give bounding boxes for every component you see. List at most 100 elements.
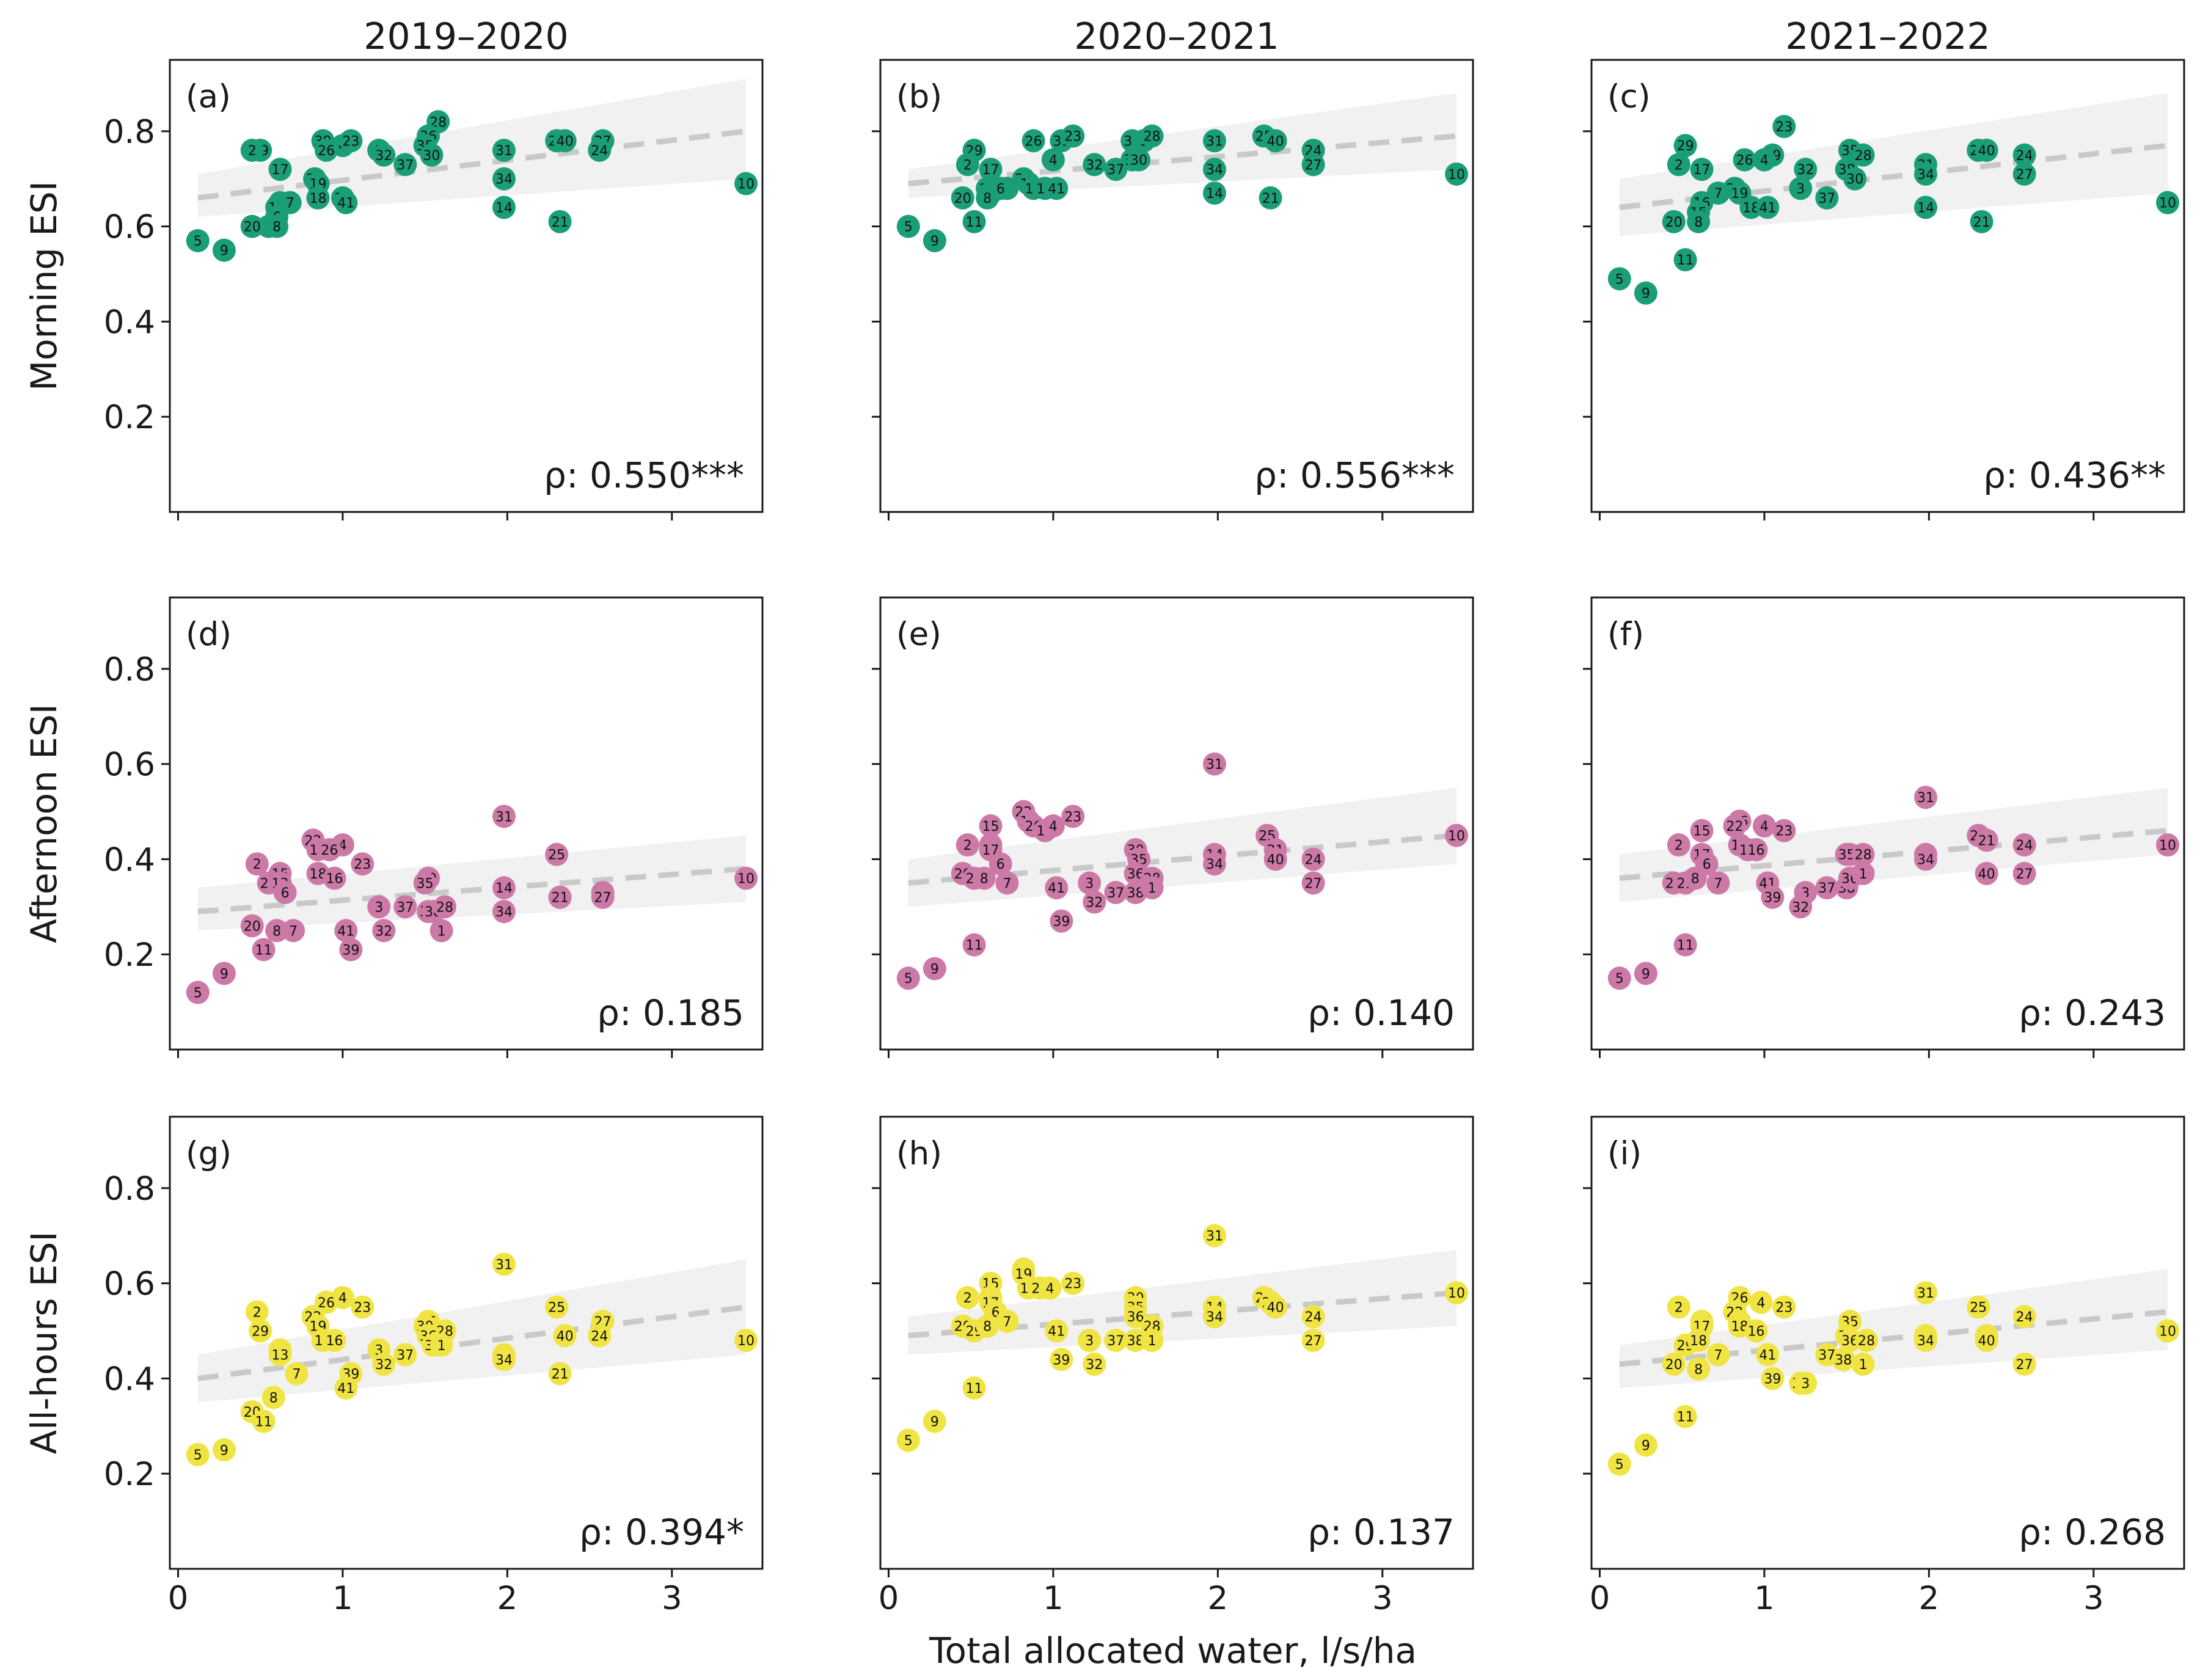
data-point xyxy=(1967,1295,1990,1319)
data-point xyxy=(1851,861,1875,885)
panel-label: (b) xyxy=(896,78,942,115)
data-point xyxy=(1913,195,1937,219)
rho-annotation: ρ: 0.394* xyxy=(579,1511,744,1553)
data-point xyxy=(2012,1353,2036,1376)
point-label: 8 xyxy=(983,191,992,206)
data-point xyxy=(1854,1329,1878,1353)
data-point xyxy=(2012,162,2036,186)
data-point xyxy=(1038,1276,1062,1300)
data-point xyxy=(492,1348,516,1371)
point-label: 25 xyxy=(548,848,565,863)
data-point xyxy=(1975,139,1998,162)
point-label: 16 xyxy=(1747,1324,1764,1340)
point-label: 10 xyxy=(2159,196,2176,211)
point-label: 28 xyxy=(1855,848,1872,863)
data-point xyxy=(1975,861,1998,885)
data-point xyxy=(1662,210,1686,233)
data-point xyxy=(323,866,346,890)
point-label: 10 xyxy=(737,872,755,887)
point-label: 4 xyxy=(338,1291,347,1306)
point-label: 28 xyxy=(1858,1334,1875,1349)
data-point xyxy=(186,981,210,1004)
data-point xyxy=(548,885,572,909)
point-label: 6 xyxy=(996,181,1005,197)
point-label: 27 xyxy=(1305,876,1322,891)
data-point xyxy=(1706,871,1730,895)
x-tick-label: 0 xyxy=(1590,1580,1610,1617)
point-label: 10 xyxy=(1448,828,1465,844)
axes-frame xyxy=(169,59,764,513)
point-label: 2 xyxy=(963,158,972,173)
data-point xyxy=(393,153,417,177)
point-label: 31 xyxy=(495,809,513,825)
panel-label: (d) xyxy=(186,616,232,653)
point-label: 34 xyxy=(1206,1310,1223,1325)
trend-line xyxy=(197,128,747,201)
data-point xyxy=(245,852,269,876)
data-point xyxy=(268,1343,292,1367)
rho-annotation: ρ: 0.185 xyxy=(597,992,744,1034)
data-point xyxy=(1673,1404,1697,1428)
data-point xyxy=(1607,1452,1631,1476)
point-label: 5 xyxy=(1615,1458,1624,1473)
data-point xyxy=(1301,1329,1325,1353)
data-point xyxy=(896,966,920,990)
point-label: 23 xyxy=(1775,824,1793,839)
data-point xyxy=(249,1319,272,1343)
data-point xyxy=(979,158,1003,181)
point-label: 7 xyxy=(1714,1348,1722,1363)
data-point xyxy=(245,1300,269,1324)
data-point xyxy=(1045,876,1069,900)
confidence-band xyxy=(908,787,1457,907)
point-label: 8 xyxy=(269,1391,278,1406)
point-label: 20 xyxy=(244,919,261,934)
point-label: 3 xyxy=(1085,1334,1094,1349)
point-label: 34 xyxy=(1917,1334,1934,1349)
panel: 3122192616423152131730351434252140242762… xyxy=(872,596,1474,1058)
point-label: 26 xyxy=(1025,134,1042,149)
x-tick-label: 0 xyxy=(168,1580,189,1617)
data-point xyxy=(334,1376,358,1400)
point-label: 28 xyxy=(436,900,453,915)
point-label: 8 xyxy=(980,872,989,887)
point-label: 10 xyxy=(1448,1286,1465,1301)
point-label: 21 xyxy=(1978,833,1995,849)
data-point xyxy=(1913,1329,1937,1353)
data-point xyxy=(1634,962,1657,985)
point-label: 37 xyxy=(1107,886,1124,901)
data-point xyxy=(1263,1295,1287,1319)
data-point xyxy=(1301,153,1325,177)
data-point xyxy=(318,838,342,861)
point-label: 11 xyxy=(1677,1410,1694,1425)
point-label: 34 xyxy=(1206,857,1223,872)
point-label: 16 xyxy=(326,1334,343,1349)
panel-label: (c) xyxy=(1607,78,1651,115)
data-point xyxy=(306,186,330,210)
point-label: 27 xyxy=(1305,1334,1322,1349)
x-tick-label: 3 xyxy=(1372,1580,1393,1617)
point-label: 7 xyxy=(1003,876,1011,891)
point-label: 5 xyxy=(1615,971,1624,987)
point-label: 16 xyxy=(1747,843,1764,858)
data-point xyxy=(1083,153,1106,177)
point-label: 1 xyxy=(1148,881,1157,896)
data-point xyxy=(1202,1305,1226,1329)
data-point xyxy=(956,153,979,177)
data-point xyxy=(545,842,569,866)
point-label: 8 xyxy=(272,220,281,235)
point-label: 22 xyxy=(1726,819,1743,835)
x-axis-title: Total allocated water, l/s/ha xyxy=(929,1630,1417,1671)
data-point xyxy=(420,143,444,167)
y-tick-label: 0.8 xyxy=(104,114,155,151)
data-point xyxy=(976,1314,1000,1338)
point-label: 9 xyxy=(220,966,228,982)
point-label: 8 xyxy=(1694,215,1703,230)
y-tick-label: 0.4 xyxy=(104,841,155,878)
data-point xyxy=(979,814,1003,838)
x-tick-label: 3 xyxy=(662,1580,682,1617)
panel: 3923263512831254029243236303734242717221… xyxy=(872,59,1474,520)
point-label: 7 xyxy=(292,1367,301,1382)
point-label: 21 xyxy=(552,1367,569,1382)
point-label: 17 xyxy=(1694,163,1711,178)
